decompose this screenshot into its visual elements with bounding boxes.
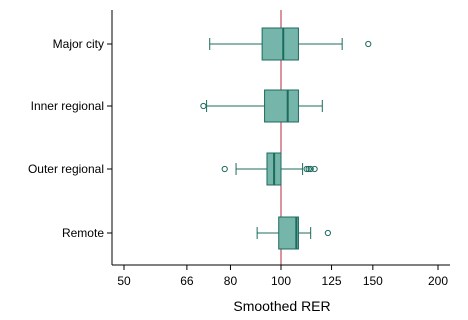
- category-label: Major city: [53, 37, 104, 51]
- x-tick-label: 150: [363, 274, 383, 288]
- category-label: Inner regional: [31, 99, 104, 113]
- outlier-point: [303, 165, 310, 173]
- category-label: Outer regional: [28, 162, 104, 176]
- x-axis-title: Smoothed RER: [233, 298, 330, 314]
- x-tick-label: 66: [180, 274, 194, 288]
- box-marks: [200, 27, 372, 250]
- x-tick-label: 200: [428, 274, 448, 288]
- category-label: Remote: [62, 226, 104, 240]
- box-group: [200, 89, 323, 123]
- box-group: [209, 27, 372, 61]
- box-group: [221, 152, 318, 186]
- x-tick-label: 100: [271, 274, 291, 288]
- outlier-point: [324, 229, 331, 237]
- outlier-point: [200, 102, 207, 110]
- box-iqr: [264, 89, 299, 123]
- box-iqr: [278, 216, 299, 250]
- box-group: [256, 216, 331, 250]
- axes: 50 66 80 100 125 150 200 Major city Inner region…: [28, 10, 450, 288]
- outlier-point: [365, 40, 372, 48]
- box-iqr: [261, 27, 299, 61]
- x-tick-label: 125: [322, 274, 342, 288]
- outlier-point: [305, 165, 312, 173]
- outlier-point: [221, 165, 228, 173]
- x-tick-label: 80: [224, 274, 238, 288]
- outlier-point: [307, 165, 314, 173]
- outlier-point: [311, 165, 318, 173]
- x-tick-label: 50: [117, 274, 131, 288]
